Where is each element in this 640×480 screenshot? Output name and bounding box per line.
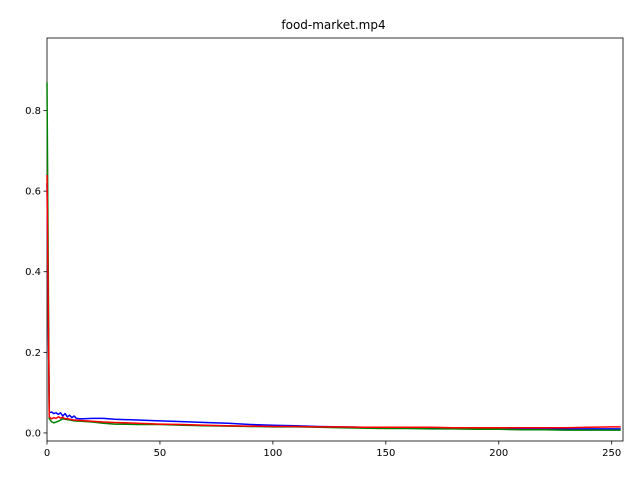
series-group <box>46 82 621 431</box>
chart-title: food-market.mp4 <box>281 18 385 32</box>
y-axis: 0.0 0.2 0.4 0.6 0.8 <box>25 106 47 439</box>
series-line-1 <box>46 82 621 431</box>
x-tick-label: 50 <box>154 448 167 459</box>
x-tick-label: 100 <box>263 448 282 459</box>
x-tick-label: 150 <box>376 448 395 459</box>
series-line-2 <box>46 175 621 429</box>
y-tick-label: 0.0 <box>25 428 41 439</box>
plot-area-frame <box>46 37 624 442</box>
y-tick-label: 0.6 <box>25 187 41 198</box>
x-axis: 0 50 100 150 200 250 <box>44 441 621 459</box>
x-tick-label: 0 <box>44 448 50 459</box>
series-line-0 <box>46 183 621 430</box>
y-tick-label: 0.2 <box>25 348 41 359</box>
x-tick-label: 250 <box>602 448 621 459</box>
y-tick-label: 0.8 <box>25 106 41 117</box>
y-tick-label: 0.4 <box>25 267 41 278</box>
x-tick-label: 200 <box>489 448 508 459</box>
